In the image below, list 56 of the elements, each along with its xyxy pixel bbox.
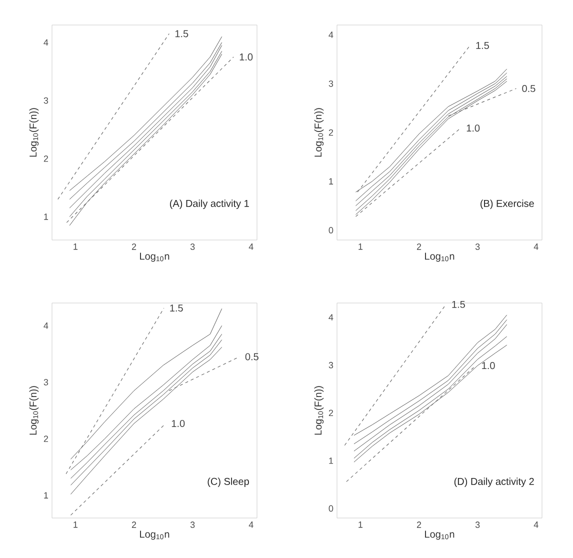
y-tick-label: 1 [329, 458, 334, 464]
y-tick-label: 0 [328, 505, 334, 512]
y-tick-label: 1 [44, 214, 48, 220]
x-tick-label: 2 [132, 522, 136, 528]
y-tick-label: 2 [44, 436, 48, 442]
x-tick-label: 2 [416, 244, 422, 250]
y-tick-label: 3 [44, 97, 48, 104]
x-tick-label: 4 [534, 522, 538, 528]
y-axis-title: Log$_{10}$(F(n)) [29, 386, 39, 435]
text: (C) Sleep [208, 478, 249, 487]
x-axis-title: Log$_{10}$n [140, 530, 170, 540]
y-tick-label: 3 [328, 80, 334, 87]
x-tick-label: 4 [534, 244, 538, 250]
x-tick-label: 3 [190, 244, 195, 250]
text: (B) Exercise [480, 200, 534, 209]
series-label: 1.0 [482, 362, 495, 370]
y-tick-label: 1 [329, 178, 334, 184]
x-tick-label: 4 [248, 244, 254, 250]
series-label: 1.0 [240, 53, 253, 60]
x-axis-title: Log$_{10}$n [425, 530, 454, 540]
text: (A) Daily activity 1 [170, 200, 249, 209]
x-axis-title: Log$_{10}$n [425, 252, 454, 262]
x-tick-label: 1 [358, 244, 362, 250]
y-axis-title: Log$_{10}$(F(n)) [29, 108, 39, 157]
series-label: 1.5 [476, 42, 489, 50]
text: (D) Daily activity 2 [454, 478, 534, 487]
x-tick-label: 4 [248, 522, 254, 528]
y-tick-label: 4 [44, 39, 48, 46]
y-axis-title: Log$_{10}$(F(n)) [314, 386, 324, 435]
y-axis-title: Log$_{10}$(F(n)) [314, 108, 324, 157]
series-label: 1.0 [172, 420, 185, 428]
y-tick-label: 2 [44, 156, 48, 162]
x-tick-label: 1 [74, 244, 78, 250]
y-tick-label: 1 [44, 492, 48, 498]
x-tick-label: 1 [358, 522, 362, 528]
y-tick-label: 0 [328, 227, 334, 234]
y-tick-label: 3 [328, 362, 334, 368]
series-label: 1.5 [452, 300, 465, 308]
x-axis-title: Log$_{10}$n [140, 252, 170, 262]
y-tick-label: 3 [44, 379, 48, 386]
series-label: 1.5 [170, 304, 183, 312]
series-label: 1.0 [466, 124, 480, 132]
y-tick-label: 2 [328, 129, 334, 136]
y-tick-label: 4 [328, 32, 334, 38]
x-tick-label: 3 [475, 244, 480, 250]
x-tick-label: 1 [74, 522, 78, 528]
y-tick-label: 4 [328, 314, 334, 320]
series-label: 0.5 [245, 353, 258, 360]
x-tick-label: 3 [475, 522, 480, 528]
y-tick-label: 4 [44, 322, 48, 329]
y-tick-label: 2 [328, 410, 334, 416]
x-tick-label: 2 [132, 244, 136, 250]
x-tick-label: 3 [190, 522, 195, 528]
x-tick-label: 2 [416, 522, 422, 528]
series-label: 0.5 [522, 84, 536, 92]
series-label: 1.5 [175, 30, 188, 38]
